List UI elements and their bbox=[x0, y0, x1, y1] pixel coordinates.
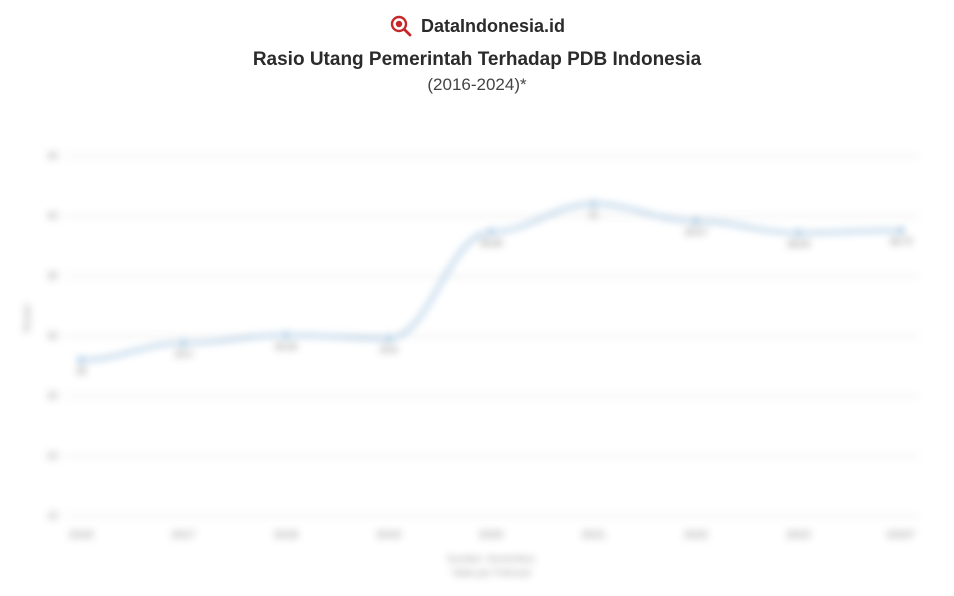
svg-text:15: 15 bbox=[47, 511, 59, 522]
svg-text:40: 40 bbox=[47, 211, 59, 222]
chart-title: Rasio Utang Pemerintah Terhadap PDB Indo… bbox=[0, 48, 954, 73]
svg-text:2016: 2016 bbox=[69, 529, 93, 541]
svg-text:2019: 2019 bbox=[376, 529, 400, 541]
chart-subtitle: (2016-2024)* bbox=[0, 75, 954, 95]
svg-text:2022: 2022 bbox=[684, 529, 708, 541]
chart-area: 15 20 25 30 35 40 45 Persen 28 29,4 30,06 29,8 38,68… bbox=[16, 110, 942, 582]
svg-text:45: 45 bbox=[47, 151, 59, 162]
svg-text:38,59: 38,59 bbox=[787, 239, 810, 249]
svg-text:2018: 2018 bbox=[274, 529, 298, 541]
svg-text:2021: 2021 bbox=[581, 529, 605, 541]
svg-text:2017: 2017 bbox=[171, 529, 195, 541]
header: DataIndonesia.id Rasio Utang Pemerintah … bbox=[0, 0, 954, 95]
svg-text:2020: 2020 bbox=[479, 529, 503, 541]
svg-text:30: 30 bbox=[47, 331, 59, 342]
svg-text:20: 20 bbox=[47, 451, 59, 462]
svg-text:*data per Februari: *data per Februari bbox=[451, 568, 532, 579]
svg-text:41: 41 bbox=[588, 210, 598, 220]
svg-text:Sumber: Kemenkeu: Sumber: Kemenkeu bbox=[447, 554, 535, 565]
svg-text:35: 35 bbox=[47, 271, 59, 282]
svg-text:30,06: 30,06 bbox=[275, 341, 298, 351]
svg-text:38,68: 38,68 bbox=[480, 238, 503, 248]
line-chart: 15 20 25 30 35 40 45 Persen 28 29,4 30,06 29,8 38,68… bbox=[16, 110, 942, 582]
brand-name: DataIndonesia.id bbox=[421, 16, 565, 37]
magnifier-icon bbox=[389, 14, 413, 38]
brand-row: DataIndonesia.id bbox=[0, 14, 954, 38]
svg-text:28: 28 bbox=[76, 366, 86, 376]
svg-text:29,4: 29,4 bbox=[175, 349, 193, 359]
svg-text:29,8: 29,8 bbox=[380, 344, 398, 354]
svg-text:39,57: 39,57 bbox=[685, 227, 708, 237]
svg-text:Persen: Persen bbox=[22, 304, 32, 333]
svg-text:2023: 2023 bbox=[786, 529, 810, 541]
svg-text:25: 25 bbox=[47, 391, 59, 402]
svg-text:2024*: 2024* bbox=[887, 529, 916, 541]
svg-text:38,79: 38,79 bbox=[890, 237, 913, 247]
